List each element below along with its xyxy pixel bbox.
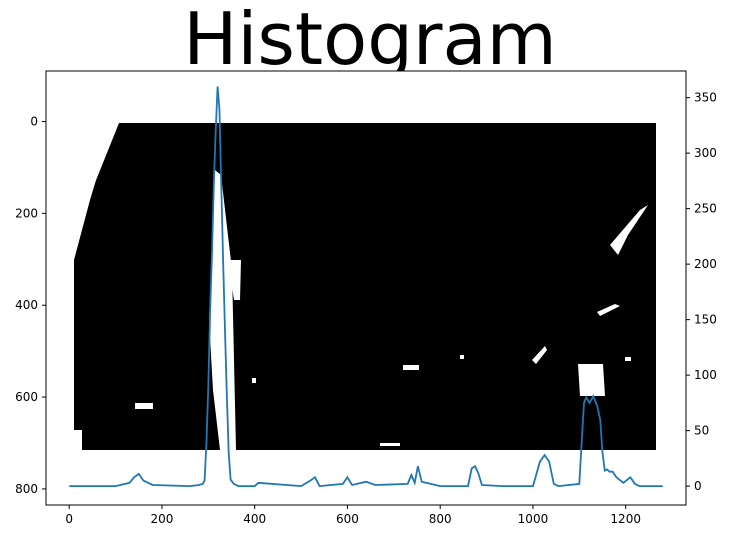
image-white-patch-right — [610, 205, 648, 255]
x-tick-label: 0 — [65, 512, 73, 526]
image-white-speck — [460, 355, 464, 359]
binary-image — [74, 123, 656, 450]
y-right-tick-label: 150 — [694, 313, 717, 327]
image-lane-line-top-blob — [228, 260, 241, 300]
y-right-tick-label: 250 — [694, 202, 717, 216]
image-white-speck — [625, 357, 631, 361]
image-white-speck — [74, 430, 82, 450]
y-right-tick-label: 300 — [694, 146, 717, 160]
image-white-streak-left — [74, 160, 102, 260]
y-axis-left: 0 200 400 600 800 — [15, 115, 46, 496]
y-right-tick-label: 200 — [694, 257, 717, 271]
image-lane-line-right — [578, 364, 605, 396]
image-white-speck — [252, 378, 256, 383]
y-left-tick-label: 800 — [15, 482, 38, 496]
x-axis: 0 200 400 600 800 1000 1200 — [65, 505, 641, 526]
histogram-series-line — [69, 86, 663, 488]
x-tick-label: 400 — [243, 512, 266, 526]
binary-image-background — [74, 123, 656, 450]
x-tick-label: 200 — [150, 512, 173, 526]
y-left-tick-label: 200 — [15, 206, 38, 220]
y-right-tick-label: 50 — [694, 424, 709, 438]
y-left-tick-label: 600 — [15, 390, 38, 404]
y-left-tick-label: 0 — [30, 115, 38, 129]
y-right-tick-label: 100 — [694, 368, 717, 382]
x-tick-label: 1200 — [610, 512, 641, 526]
image-white-speck — [380, 443, 400, 446]
plot-frame — [45, 70, 687, 506]
image-white-speck — [403, 365, 419, 370]
chart-title: Histogram — [183, 0, 557, 81]
y-right-tick-label: 0 — [694, 479, 702, 493]
image-white-speck — [597, 304, 620, 316]
y-right-tick-label: 350 — [694, 91, 717, 105]
x-tick-label: 1000 — [518, 512, 549, 526]
y-left-tick-label: 400 — [15, 298, 38, 312]
image-white-speck — [532, 346, 547, 364]
x-tick-label: 600 — [336, 512, 359, 526]
image-lane-line-left — [209, 170, 236, 450]
y-axis-right: 0 50 100 150 200 250 300 350 — [686, 91, 717, 493]
image-white-speck — [135, 403, 153, 409]
x-tick-label: 800 — [429, 512, 452, 526]
